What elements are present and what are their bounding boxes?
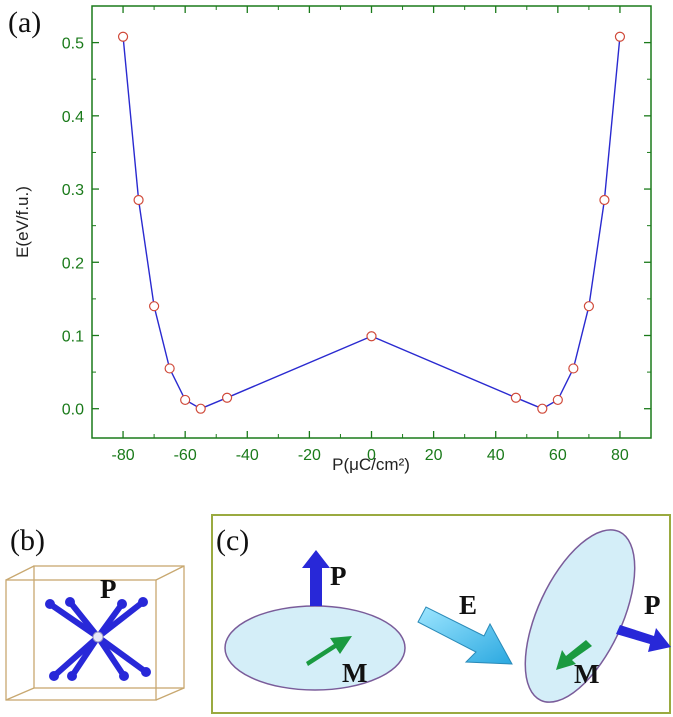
- electric-field-label: E: [459, 590, 477, 620]
- x-tick-labels: -80 -60 -40 -20 0 20 40 60 80: [111, 447, 628, 464]
- x-tick-label: 80: [611, 447, 629, 464]
- data-point: [568, 363, 579, 374]
- data-point: [164, 363, 175, 374]
- y-axis-label: E(eV/f.u.): [13, 186, 32, 258]
- panel-c-label: (c): [216, 524, 249, 557]
- data-point: [599, 194, 610, 206]
- central-atom: [92, 631, 104, 643]
- polarization-vectors: [47, 599, 149, 679]
- data-point: [537, 403, 548, 414]
- right-m-label: M: [574, 659, 599, 689]
- energy-curve: [122, 36, 621, 410]
- electric-field-arrow: [417, 606, 513, 665]
- panel-c-frame: [211, 514, 671, 714]
- unit-cell-box: [5, 565, 185, 701]
- data-point: [552, 394, 563, 406]
- x-tick-label: 60: [549, 447, 567, 464]
- x-tick-label: 20: [425, 447, 443, 464]
- data-point: [133, 194, 144, 206]
- y-tick-label: 0.4: [62, 109, 84, 126]
- data-point: [149, 301, 160, 312]
- x-tick-label: -60: [174, 447, 197, 464]
- data-point: [510, 392, 522, 403]
- data-point: [366, 331, 377, 342]
- y-tick-label: 0.1: [62, 328, 84, 345]
- energy-points: [117, 31, 626, 414]
- y-tick-label: 0.0: [62, 402, 84, 419]
- left-domain-ellipse: [224, 605, 406, 691]
- left-magnetization-arrow: [306, 636, 352, 666]
- data-point: [117, 31, 129, 42]
- panel-b-label: (b): [10, 524, 45, 557]
- y-tick-label: 0.2: [62, 255, 84, 272]
- x-tick-label: 40: [487, 447, 505, 464]
- x-tick-label: -80: [111, 447, 134, 464]
- x-axis-label: P(μC/cm²): [332, 455, 410, 474]
- data-point: [195, 403, 206, 414]
- y-tick-label: 0.5: [62, 36, 84, 53]
- right-polarization-arrow: [616, 625, 671, 652]
- right-magnetization-arrow: [556, 640, 592, 670]
- right-p-label: P: [644, 590, 661, 620]
- y-tick-labels: 0.0 0.1 0.2 0.3 0.4 0.5: [62, 36, 84, 419]
- x-tick-label: 0: [367, 447, 376, 464]
- y-tick-label: 0.3: [62, 182, 84, 199]
- polarization-vector-heads: [45, 597, 151, 681]
- data-point: [221, 392, 233, 403]
- left-m-label: M: [342, 658, 367, 688]
- data-point: [614, 31, 626, 42]
- axis-ticks: [91, 6, 652, 438]
- data-point: [583, 301, 594, 312]
- left-polarization-arrow: [302, 550, 330, 606]
- panel-a-label: (a): [8, 6, 41, 39]
- left-p-label: P: [330, 561, 347, 591]
- b-polarization-label: P: [100, 574, 117, 604]
- x-tick-label: -40: [236, 447, 259, 464]
- x-tick-label: -20: [298, 447, 321, 464]
- data-point: [180, 394, 191, 406]
- plot-frame: [91, 5, 652, 439]
